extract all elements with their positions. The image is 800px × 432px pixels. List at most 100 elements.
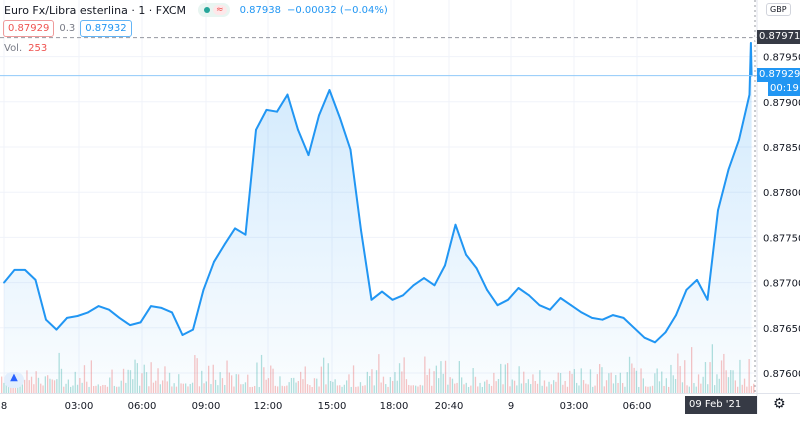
price-point [171, 311, 173, 314]
price-point [643, 336, 646, 339]
x-tick-label: 15:00 [318, 401, 347, 412]
price-point [423, 277, 425, 279]
buy-button[interactable]: 0.87932 [80, 20, 132, 37]
x-tick-label: 03:00 [560, 401, 589, 412]
price-point [97, 305, 100, 308]
price-point [286, 93, 289, 96]
symbol-title[interactable]: Euro Fx/Libra esterlina · 1 · FXCM [4, 3, 187, 17]
price-point [55, 328, 58, 331]
price-point [475, 267, 478, 270]
price-point [370, 298, 373, 301]
price-point [465, 253, 467, 256]
volume-label: Vol. [4, 43, 23, 54]
price-point [444, 264, 446, 267]
price-point [391, 298, 394, 301]
price-point [13, 269, 16, 271]
tradingview-logo-icon[interactable]: ▲ [4, 372, 24, 388]
volume-legend: Vol. 253 [4, 43, 47, 54]
x-tick-label: 12:00 [254, 401, 283, 412]
price-point [87, 311, 89, 314]
wave-icon: ≈ [213, 5, 227, 15]
x-tick-label: 18:00 [380, 401, 409, 412]
spread: 0.3 [59, 23, 76, 34]
price-point [213, 260, 215, 263]
price-point [76, 315, 79, 317]
price-point [255, 128, 257, 131]
gear-icon[interactable]: ⚙ [773, 396, 786, 412]
market-status[interactable]: ≈ [198, 3, 230, 17]
x-tick-label: 9 [508, 401, 514, 412]
price-point [612, 314, 614, 317]
price-point [570, 304, 572, 307]
price-point [66, 316, 68, 319]
price-point [633, 326, 635, 329]
price-point [538, 304, 541, 307]
price-point [45, 318, 47, 321]
price-point [360, 229, 362, 232]
price-point [654, 341, 656, 344]
price-point [339, 117, 341, 119]
x-tick-label: 8 [1, 401, 7, 412]
price-point [3, 281, 5, 284]
price-point [748, 93, 751, 96]
price-point [696, 278, 698, 281]
price-point [108, 308, 110, 311]
x-tick-label: 06:00 [128, 401, 157, 412]
x-tick-label: 09:00 [192, 401, 221, 412]
price-point [549, 308, 551, 311]
price-point [34, 278, 37, 281]
plus-icon[interactable]: + [751, 32, 760, 45]
price-point [276, 110, 278, 113]
price-point [580, 311, 583, 314]
price-point [591, 316, 593, 319]
price-point [402, 294, 404, 297]
x-tick-label: 06:00 [623, 401, 652, 412]
price-point [150, 305, 152, 308]
y-tick-label: 0.87950 [763, 53, 800, 64]
price-point [486, 288, 488, 291]
price-point [244, 233, 247, 236]
price-point [223, 243, 226, 246]
price-line [3, 42, 753, 344]
price-point [496, 304, 499, 307]
trade-buttons: 0.87929 0.3 0.87932 [3, 20, 132, 37]
crosshair-time-tag: 09 Feb '21 11:36 [685, 396, 757, 428]
price-point [118, 316, 121, 319]
chart-legend: Euro Fx/Libra esterlina · 1 · FXCM ≈ 0.8… [4, 3, 388, 17]
price-point [433, 284, 436, 287]
price-point [297, 128, 299, 131]
volume-bar [753, 383, 755, 393]
volume-bar [1, 376, 3, 393]
price-point [601, 318, 604, 321]
crosshair-price-tag: 0.87971 [757, 30, 800, 44]
dot-icon [204, 7, 211, 13]
price-point [192, 328, 194, 331]
price-point [129, 324, 131, 326]
price-point [307, 154, 310, 157]
price-point [528, 294, 530, 297]
price-point [507, 298, 509, 301]
price-point [318, 114, 320, 117]
price-point [622, 316, 625, 319]
price-point [24, 269, 26, 271]
price-area [4, 43, 752, 393]
price-point [160, 307, 163, 309]
price-point [349, 148, 352, 151]
sell-button[interactable]: 0.87929 [3, 20, 55, 37]
price-point [685, 288, 688, 291]
currency-label[interactable]: GBP [766, 3, 791, 16]
price-point [381, 290, 383, 293]
price-point [139, 321, 142, 324]
price-point [181, 334, 184, 336]
price-point [202, 288, 205, 291]
x-tick-label: 20:40 [435, 401, 464, 412]
last-price: 0.87938 [239, 4, 281, 16]
price-point [727, 168, 730, 171]
price-point [517, 287, 520, 289]
